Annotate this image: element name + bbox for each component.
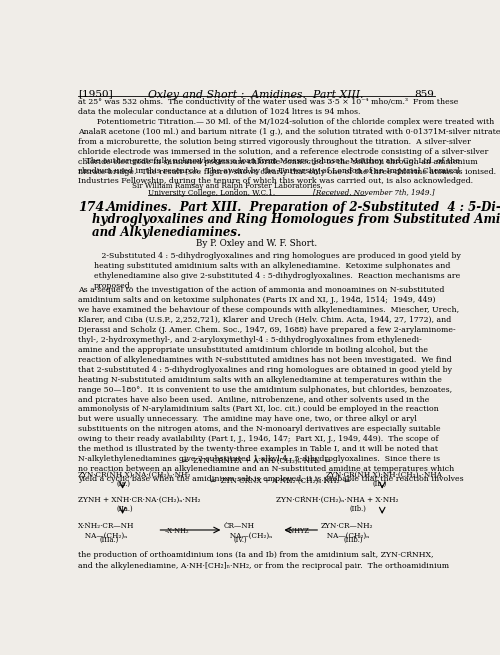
Text: –X·NH₂: –X·NH₂ (165, 527, 190, 536)
Text: Oxley and Short :  Amidines.  Part XIII.: Oxley and Short : Amidines. Part XIII. (148, 90, 364, 100)
Text: ZYN·CR(ṄH,X)·NH·(CH₂)ₙ·NHA: ZYN·CR(ṄH,X)·NH·(CH₂)ₙ·NHA (326, 472, 443, 480)
Text: ⇌  ZYN·CṘNX + A·ṄH₂·(CH₂)ₙ·NH₂  ⇌: ⇌ ZYN·CṘNX + A·ṄH₂·(CH₂)ₙ·NH₂ ⇌ (210, 478, 350, 486)
Text: hydroglyoxalines and Ring Homologues from Substituted Amidines: hydroglyoxalines and Ring Homologues fro… (92, 214, 500, 226)
Text: (Ia.): (Ia.) (117, 479, 131, 487)
Text: ZYNH + XṄH·CR·NA·(CH₂)ₙ·NH₂: ZYNH + XṄH·CR·NA·(CH₂)ₙ·NH₂ (78, 497, 200, 505)
Text: X·ṄH₂·CR—NH
   NA—(CH₂)ₙ: X·ṄH₂·CR—NH NA—(CH₂)ₙ (78, 523, 134, 540)
Text: [1950]: [1950] (78, 90, 113, 99)
Text: (IV.): (IV.) (233, 536, 246, 544)
Text: The author gratefully acknowledges a loan from Messrs. Johnson, Matthey and Co. : The author gratefully acknowledges a loa… (78, 157, 473, 185)
Text: and Alkylenediamines.: and Alkylenediamines. (92, 226, 240, 239)
Text: ĊR—NH
   NA—(CH₂)ₙ: ĊR—NH NA—(CH₂)ₙ (224, 523, 272, 540)
Text: (IIIb.): (IIIb.) (344, 536, 363, 544)
Text: [Received, November 7th, 1949.]: [Received, November 7th, 1949.] (313, 189, 434, 196)
Text: 174.: 174. (78, 200, 108, 214)
Text: Sir William Ramsay and Ralph Forster Laboratories,: Sir William Ramsay and Ralph Forster Lab… (132, 182, 323, 190)
Text: Amidines.  Part XIII.  Preparation of 2-Substituted  4 : 5-Di-: Amidines. Part XIII. Preparation of 2-Su… (107, 200, 500, 214)
Text: at 25° was 532 ohms.  The conductivity of the water used was 3·5 × 10⁻⁴ mho/cm.³: at 25° was 532 ohms. The conductivity of… (78, 98, 500, 176)
Text: ⇌  ZYN·CṘNHX + A·NH·(CH₂)ₙ·NH₂  ⇌: ⇌ ZYN·CṘNHX + A·NH·(CH₂)ₙ·NH₂ ⇌ (182, 458, 330, 466)
Text: (Ib.): (Ib.) (372, 479, 387, 487)
Text: –NHYZ: –NHYZ (286, 527, 310, 536)
Text: ZYN·CR—ṄH₂
   NA—(CH₂)ₙ: ZYN·CR—ṄH₂ NA—(CH₂)ₙ (320, 523, 372, 540)
Text: ZYN·CR(ṄH,X)·NA·(CH₂)ₙ·NH₂: ZYN·CR(ṄH,X)·NA·(CH₂)ₙ·NH₂ (78, 472, 192, 480)
Text: 859: 859 (414, 90, 434, 99)
Text: 2-Substituted 4 : 5-dihydroglyoxalines and ring homologues are produced in good : 2-Substituted 4 : 5-dihydroglyoxalines a… (94, 252, 460, 290)
Text: and the alkylenediamine, A·NH·[CH₂]ₙ·NH₂, or from the reciprocal pair.  The orth: and the alkylenediamine, A·NH·[CH₂]ₙ·NH₂… (78, 562, 449, 571)
Text: (IIb.): (IIb.) (349, 505, 366, 513)
Text: (IIa.): (IIa.) (117, 505, 134, 513)
Text: University College, London, W.C.1.: University College, London, W.C.1. (148, 189, 275, 196)
Text: the production of orthoamidinium ions (Ia and Ib) from the amidinium salt, ZYN·C: the production of orthoamidinium ions (I… (78, 551, 434, 559)
Text: (IIIa.): (IIIa.) (100, 536, 118, 544)
Text: ZYN·CṘNH·(CH₂)ₙ·NHA + X·NH₂: ZYN·CṘNH·(CH₂)ₙ·NHA + X·NH₂ (276, 497, 398, 505)
Text: As a sequel to the investigation of the action of ammonia and monoamines on N-su: As a sequel to the investigation of the … (78, 286, 464, 483)
Text: By P. Oxley and W. F. Short.: By P. Oxley and W. F. Short. (196, 240, 317, 248)
